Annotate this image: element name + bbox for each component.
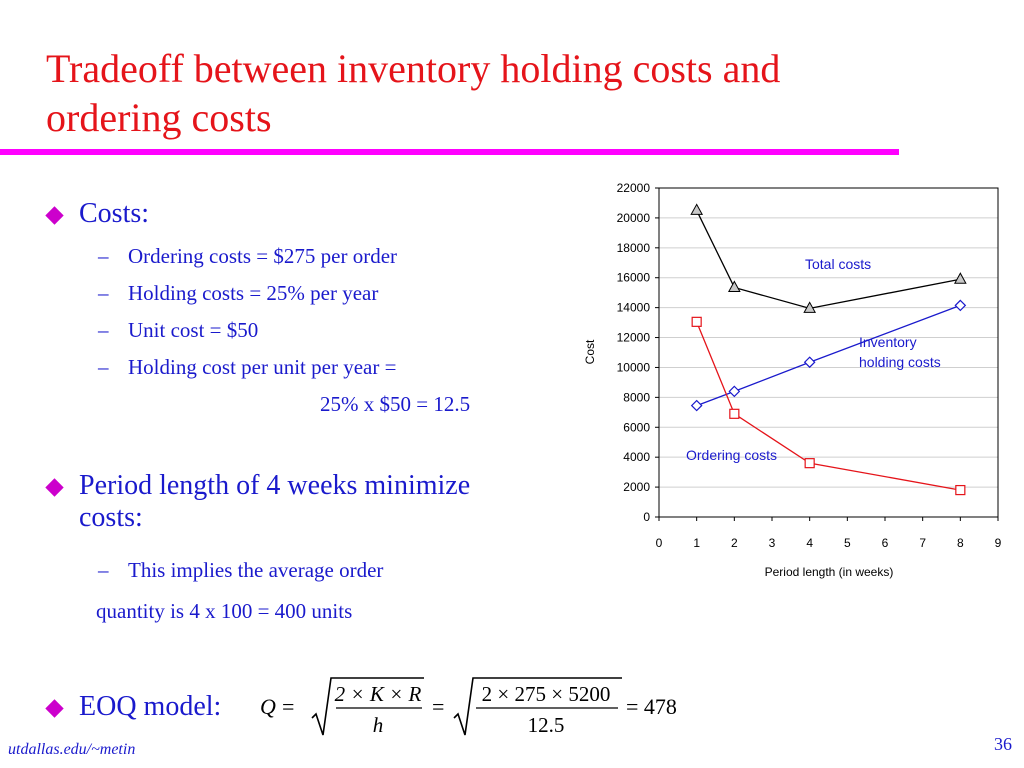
sub-text: This implies the average order (128, 558, 384, 582)
title-line-2: ordering costs (46, 95, 272, 140)
y-tick-label: 6000 (623, 420, 650, 434)
formula-den-1: h (373, 713, 384, 737)
y-tick-label: 22000 (617, 181, 651, 195)
x-tick-label: 4 (806, 536, 813, 550)
triangle-marker (690, 203, 704, 215)
y-tick-label: 12000 (617, 331, 651, 345)
cost-line-chart: 0200040006000800010000120001400016000180… (583, 181, 1002, 579)
formula-den-2: 12.5 (528, 713, 565, 737)
diamond-marker (690, 399, 703, 412)
formula-eq-2: = (432, 694, 444, 719)
title-line-1: Tradeoff between inventory holding costs… (46, 46, 781, 91)
y-tick-label: 20000 (617, 211, 651, 225)
y-tick-label: 10000 (617, 360, 651, 374)
annotation-total-costs: Total costs (805, 256, 871, 272)
y-axis-label: Cost (583, 339, 597, 364)
square-marker (804, 458, 815, 469)
x-tick-label: 7 (919, 536, 926, 550)
slide-title: Tradeoff between inventory holding costs… (46, 44, 946, 142)
y-tick-label: 16000 (617, 271, 651, 285)
title-underline (0, 149, 899, 155)
sub-holding-per-unit: – Holding cost per unit per year = (98, 355, 397, 379)
sub-text: Ordering costs = $275 per order (128, 244, 398, 268)
y-tick-label: 8000 (623, 390, 650, 404)
formula-result: = 478 (626, 694, 677, 719)
x-tick-labels: 0 1 2 3 4 5 6 7 8 9 (656, 517, 1002, 550)
diamond-marker (728, 385, 741, 398)
x-axis-label: Period length (in weeks) (765, 565, 894, 579)
x-tick-label: 3 (769, 536, 776, 550)
y-tick-labels: 0 2000 4000 6000 8000 10000 12000 14000 16000 180… (617, 181, 659, 524)
x-tick-label: 9 (995, 536, 1002, 550)
x-tick-label: 8 (957, 536, 964, 550)
triangle-marker (953, 272, 967, 284)
y-tick-label: 0 (643, 510, 650, 524)
plot-area-border (658, 187, 999, 518)
sub-ordering-costs: – Ordering costs = $275 per order (98, 244, 398, 268)
bullet-period-length: Period length of 4 weeks minimize costs: (45, 470, 568, 534)
x-tick-label: 2 (731, 536, 738, 550)
x-tick-label: 0 (656, 536, 663, 550)
formula-num-1: 2 × K × R (335, 682, 422, 706)
bullet-period-line-2: costs: (79, 502, 143, 533)
formula-num-2: 2 × 275 × 5200 (482, 682, 611, 706)
series-line-1 (696, 304, 961, 407)
radical-2-icon (453, 677, 622, 736)
sub-average-order: – This implies the average order (98, 558, 384, 582)
bullet-period-label: Period length of 4 weeks minimize costs: (79, 470, 470, 534)
annotation-ordering-costs: Ordering costs (686, 447, 777, 463)
sub-text: Holding costs = 25% per year (128, 281, 379, 305)
footer-url: utdallas.edu/~metin (8, 741, 136, 758)
radical-1-icon (311, 677, 424, 736)
diamond-bullet-icon (45, 699, 64, 718)
sub-holding-costs: – Holding costs = 25% per year (98, 281, 379, 305)
y-tick-label: 4000 (623, 450, 650, 464)
y-tick-label: 14000 (617, 301, 651, 315)
bullet-period-line-1: Period length of 4 weeks minimize (79, 470, 471, 501)
sub-text: Unit cost = $50 (128, 318, 259, 342)
series-line-0 (696, 210, 961, 310)
triangle-marker (727, 280, 741, 292)
eoq-formula: Q = 2 × K × R h = 2 × 275 × 5200 12.5 = … (260, 677, 677, 737)
bullet-costs-label: Costs: (79, 198, 150, 229)
x-tick-label: 1 (693, 536, 700, 550)
y-tick-label: 18000 (617, 241, 651, 255)
bullet-eoq: EOQ model: (45, 691, 222, 723)
order-quantity-text: quantity is 4 x 100 = 400 units (96, 599, 353, 623)
bullet-eoq-label: EOQ model: (79, 691, 222, 722)
holding-cost-result: 25% x $50 = 12.5 (320, 392, 471, 416)
formula-lhs: Q (260, 694, 276, 719)
diamond-bullet-icon (45, 478, 64, 497)
chart-grid (659, 217, 998, 488)
triangle-marker (803, 301, 817, 313)
annotation-inventory-line-2: holding costs (859, 354, 941, 370)
chart-series (690, 203, 967, 496)
annotation-inventory-line-1: Inventory (859, 334, 917, 350)
series-line-2 (696, 321, 961, 491)
sub-text: Holding cost per unit per year = (128, 355, 397, 379)
x-tick-label: 6 (882, 536, 889, 550)
x-tick-label: 5 (844, 536, 851, 550)
bullet-costs: Costs: (45, 198, 150, 230)
page-number: 36 (994, 734, 1012, 754)
square-marker (729, 408, 740, 419)
sub-unit-cost: – Unit cost = $50 (98, 318, 259, 342)
y-tick-label: 2000 (623, 480, 650, 494)
square-marker (955, 484, 966, 496)
diamond-bullet-icon (45, 206, 64, 225)
diamond-marker (954, 299, 967, 312)
formula-eq: = (282, 694, 294, 719)
square-marker (691, 316, 702, 327)
diamond-marker (803, 356, 816, 369)
